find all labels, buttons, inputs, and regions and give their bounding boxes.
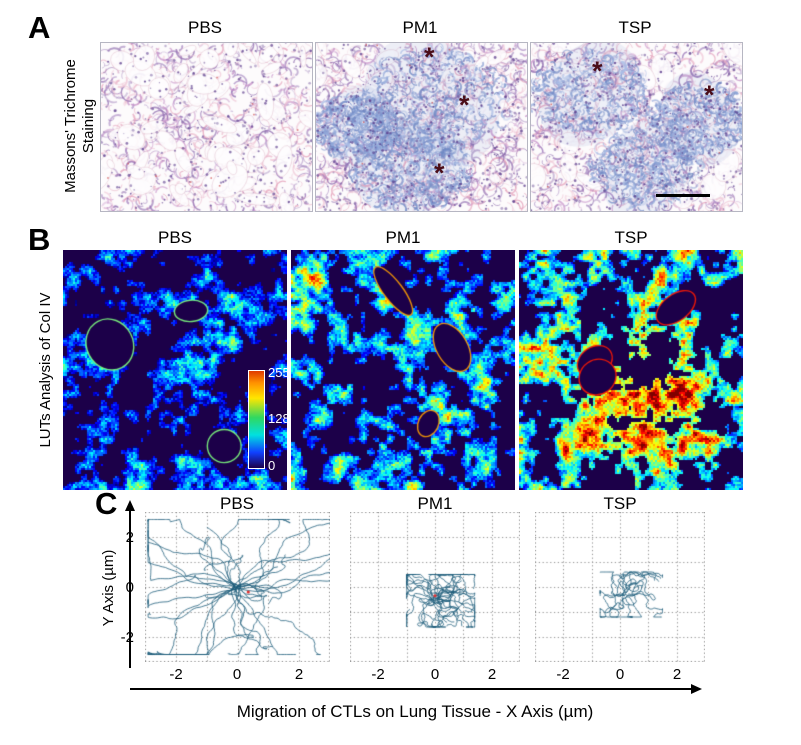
panel-a-row-label: Massons' Trichrome Staining xyxy=(62,41,98,211)
x-tick: -2 xyxy=(371,666,385,683)
panel-a-row-label-line1: Massons' Trichrome xyxy=(62,59,79,193)
asterisk-marker: * xyxy=(434,158,445,188)
panel-b-row-label: LUTs Analysis of Col IV xyxy=(37,292,54,448)
lut-tick-mid: 128 xyxy=(268,411,290,426)
panel-a-row-label-line2: Staining xyxy=(80,98,97,154)
panel-b-col-title-pbs: PBS xyxy=(157,228,193,247)
panel-a-col-title-pbs: PBS xyxy=(187,18,223,37)
asterisk-marker: * xyxy=(424,42,435,72)
asterisk-marker: * xyxy=(592,56,603,86)
x-tick: -2 xyxy=(169,666,183,683)
panel-c-col-title-pm1: PM1 xyxy=(417,494,453,513)
panel-b-col-title-pm1: PM1 xyxy=(385,228,421,247)
panel-a-col-title-pm1: PM1 xyxy=(402,18,438,37)
x-tick: 2 xyxy=(294,666,304,683)
x-axis-arrow-icon xyxy=(691,684,702,694)
y-tick-0: 0 xyxy=(125,579,134,596)
histology-image-pm1 xyxy=(315,42,528,212)
asterisk-marker: * xyxy=(459,90,470,120)
migration-plot-pm1 xyxy=(350,512,520,662)
x-tick: 2 xyxy=(487,666,497,683)
x-tick: 2 xyxy=(672,666,682,683)
lut-tick-min: 0 xyxy=(268,458,276,473)
y-tick-2: 2 xyxy=(125,529,134,546)
x-tick: 0 xyxy=(615,666,625,683)
migration-plot-pbs xyxy=(145,512,330,662)
migration-plot-tsp xyxy=(535,512,705,662)
panel-a-col-title-tsp: TSP xyxy=(618,18,652,37)
histology-image-pbs xyxy=(100,42,313,212)
y-axis-arrow-icon xyxy=(125,500,135,511)
y-tick-neg2: -2 xyxy=(120,629,134,646)
x-tick: 0 xyxy=(430,666,440,683)
panel-c-col-title-tsp: TSP xyxy=(603,494,637,513)
panel-c-col-title-pbs: PBS xyxy=(219,494,255,513)
y-axis-line xyxy=(129,510,131,668)
panel-b-letter: B xyxy=(28,222,51,257)
panel-a-letter: A xyxy=(28,10,51,45)
x-tick: -2 xyxy=(556,666,570,683)
asterisk-marker: * xyxy=(704,80,715,110)
lut-tick-max: 255 xyxy=(268,365,290,380)
x-tick: 0 xyxy=(232,666,242,683)
panel-b-col-title-tsp: TSP xyxy=(614,228,648,247)
histology-image-tsp xyxy=(530,42,743,212)
x-axis-line xyxy=(130,688,692,690)
colIV-heatmap-tsp xyxy=(519,250,743,490)
x-axis-label: Migration of CTLs on Lung Tissue - X Axi… xyxy=(236,702,594,721)
lut-colorbar xyxy=(248,370,265,469)
scale-bar xyxy=(656,194,710,197)
colIV-heatmap-pm1 xyxy=(291,250,515,490)
panel-c-letter: C xyxy=(95,486,118,521)
